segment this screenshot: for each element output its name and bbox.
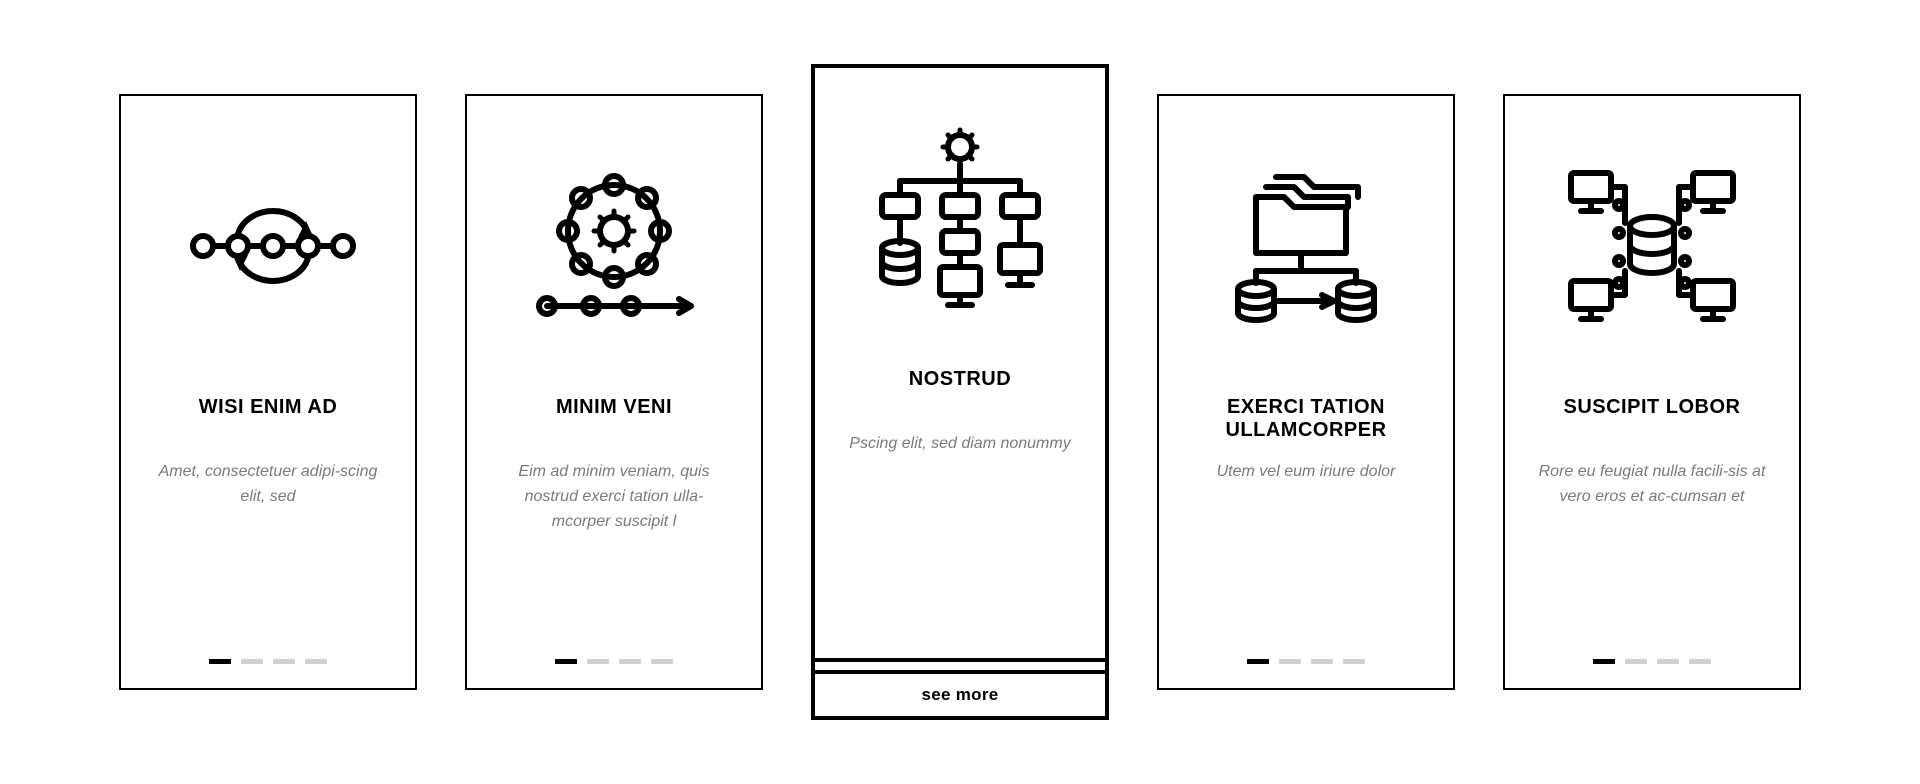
card-3-highlighted: NOSTRUD Pscing elit, sed diam nonummy se… bbox=[811, 64, 1109, 720]
card-1: WISI ENIM AD Amet, consectetuer adipi-sc… bbox=[119, 94, 417, 690]
pagination-dots[interactable] bbox=[467, 659, 761, 664]
card-title: EXERCI TATION ULLAMCORPER bbox=[1159, 396, 1453, 452]
card-body: Utem vel eum iriure dolor bbox=[1187, 452, 1426, 485]
card-5: SUSCIPIT LOBOR Rore eu feugiat nulla fac… bbox=[1503, 94, 1801, 690]
dot[interactable] bbox=[1689, 659, 1711, 664]
dot[interactable] bbox=[1657, 659, 1679, 664]
card-body: Pscing elit, sed diam nonummy bbox=[819, 424, 1100, 457]
dot[interactable] bbox=[587, 659, 609, 664]
card-title: MINIM VENI bbox=[528, 396, 700, 452]
dot[interactable] bbox=[1343, 659, 1365, 664]
flowchart-icon bbox=[870, 68, 1050, 368]
pagination-dots[interactable] bbox=[1505, 659, 1799, 664]
dot[interactable] bbox=[273, 659, 295, 664]
card-title: SUSCIPIT LOBOR bbox=[1535, 396, 1768, 452]
dot[interactable] bbox=[241, 659, 263, 664]
dot[interactable] bbox=[1625, 659, 1647, 664]
dot[interactable] bbox=[1311, 659, 1333, 664]
cycle-arrows-icon bbox=[178, 96, 358, 396]
footer-stripe bbox=[815, 658, 1105, 670]
dot[interactable] bbox=[651, 659, 673, 664]
card-body: Amet, consectetuer adipi-scing elit, sed bbox=[121, 452, 415, 510]
card-footer: see more bbox=[815, 658, 1105, 716]
folder-db-icon bbox=[1216, 96, 1396, 396]
db-terminals-icon bbox=[1557, 96, 1747, 396]
dot[interactable] bbox=[1593, 659, 1615, 664]
card-body: Rore eu feugiat nulla facili-sis at vero… bbox=[1505, 452, 1799, 510]
gear-circle-icon bbox=[529, 96, 699, 396]
cards-row: WISI ENIM AD Amet, consectetuer adipi-sc… bbox=[119, 64, 1801, 720]
card-body: Eim ad minim veniam, quis nostrud exerci… bbox=[467, 452, 761, 534]
card-title: NOSTRUD bbox=[881, 368, 1039, 424]
card-title: WISI ENIM AD bbox=[171, 396, 366, 452]
card-2: MINIM VENI Eim ad minim veniam, quis nos… bbox=[465, 94, 763, 690]
dot[interactable] bbox=[305, 659, 327, 664]
dot[interactable] bbox=[555, 659, 577, 664]
dot[interactable] bbox=[1279, 659, 1301, 664]
card-4: EXERCI TATION ULLAMCORPER Utem vel eum i… bbox=[1157, 94, 1455, 690]
dot[interactable] bbox=[209, 659, 231, 664]
see-more-button[interactable]: see more bbox=[815, 670, 1105, 716]
pagination-dots[interactable] bbox=[1159, 659, 1453, 664]
dot[interactable] bbox=[1247, 659, 1269, 664]
dot[interactable] bbox=[619, 659, 641, 664]
pagination-dots[interactable] bbox=[121, 659, 415, 664]
